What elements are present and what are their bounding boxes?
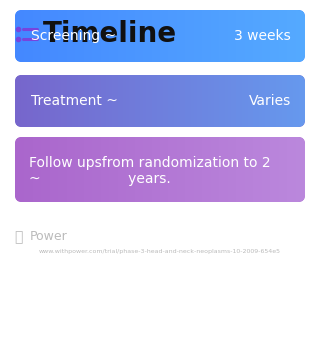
FancyBboxPatch shape [15,10,305,62]
Text: Power: Power [30,230,68,244]
FancyBboxPatch shape [15,137,305,202]
FancyBboxPatch shape [15,137,305,202]
FancyBboxPatch shape [15,75,305,127]
Text: Varies: Varies [249,94,291,108]
Text: 3 weeks: 3 weeks [234,29,291,43]
Text: Follow upsfrom randomization to 2: Follow upsfrom randomization to 2 [29,155,271,169]
Text: Ⓟ: Ⓟ [14,230,22,244]
Text: Timeline: Timeline [43,20,177,48]
Text: www.withpower.com/trial/phase-3-head-and-neck-neoplasms-10-2009-654e5: www.withpower.com/trial/phase-3-head-and… [39,248,281,254]
Text: ~                    years.: ~ years. [29,171,171,186]
FancyBboxPatch shape [15,10,305,62]
FancyBboxPatch shape [15,75,305,127]
Text: Treatment ~: Treatment ~ [31,94,118,108]
Text: Screening ~: Screening ~ [31,29,116,43]
